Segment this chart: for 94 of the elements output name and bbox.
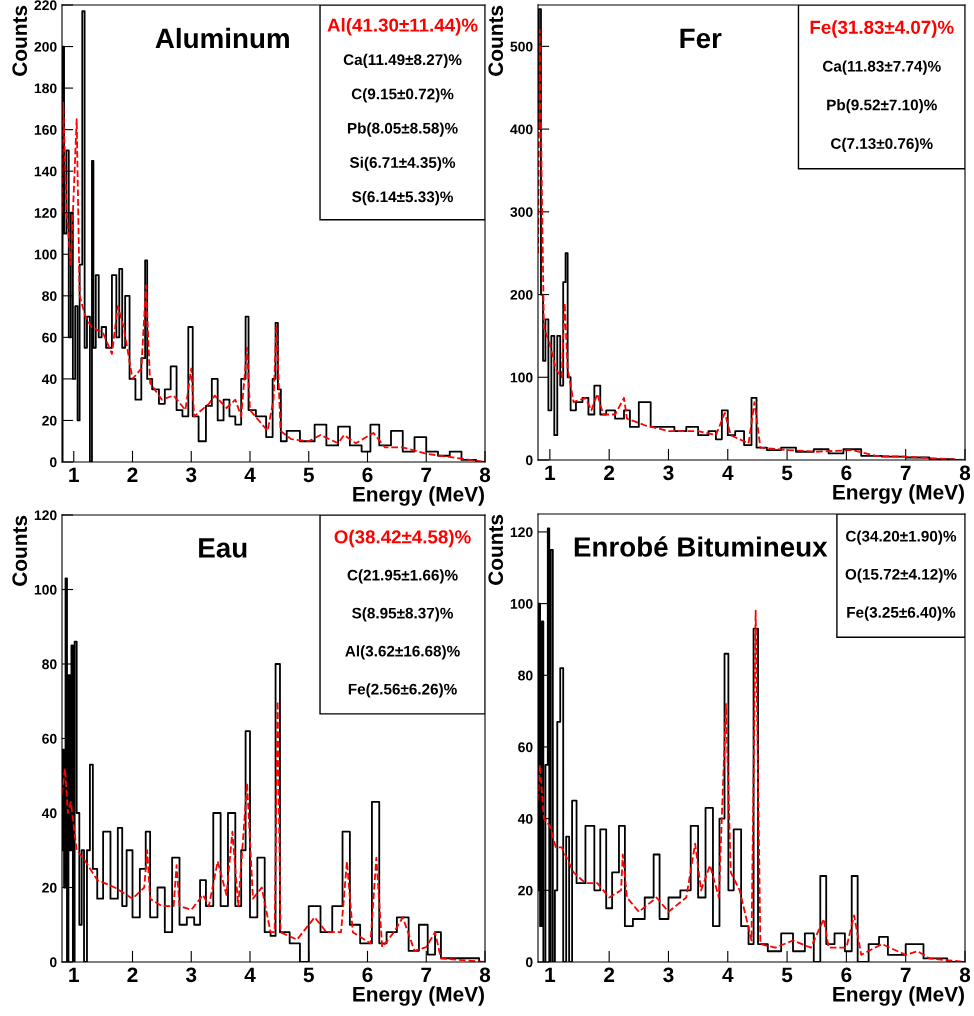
y-tick-label: 80 — [42, 659, 57, 670]
y-tick-label: 140 — [34, 166, 57, 177]
x-tick-label: 6 — [841, 465, 852, 481]
text: O(38.42±4.58)% — [334, 529, 471, 548]
x-tick-label: 5 — [781, 967, 793, 983]
y-tick-label: 300 — [510, 207, 533, 218]
x-tick-label: 6 — [841, 967, 852, 983]
x-axis-title: Energy (MeV) — [353, 486, 484, 506]
x-tick-label: 5 — [303, 467, 314, 483]
x-tick-label: 1 — [545, 967, 556, 982]
annotation: C(7.13±0.76)% — [831, 137, 933, 153]
x-tick-label: 6 — [362, 467, 373, 483]
y-tick-label: 120 — [34, 208, 57, 218]
x-tick-label: 7 — [421, 467, 432, 482]
x-tick-label: 8 — [479, 967, 491, 983]
x-tick-label: 7 — [421, 967, 432, 982]
x-tick-label: 3 — [185, 967, 197, 983]
y-tick-label: 60 — [42, 332, 57, 343]
x-tick-label: 5 — [781, 465, 793, 481]
y-tick-label: 20 — [518, 885, 533, 896]
annotation: Si(6.71±4.35)% — [349, 156, 456, 171]
y-tick-label: 60 — [42, 733, 57, 744]
y-tick-label: 60 — [518, 742, 533, 753]
annotation: Ca(11.83±7.74)% — [822, 60, 941, 75]
annotation: C(21.95±1.66)% — [347, 569, 458, 584]
text: Fer — [680, 28, 722, 49]
x-tick-label: 3 — [663, 967, 674, 983]
annotation: O(15.72±4.12)% — [845, 568, 957, 583]
x-tick-label: 2 — [127, 467, 138, 482]
y-tick-label: 20 — [42, 415, 57, 426]
x-tick-label: 1 — [69, 967, 79, 982]
text: Al(41.30±11.44)% — [327, 17, 478, 36]
x-tick-label: 4 — [244, 467, 256, 482]
text: Eau — [199, 538, 247, 558]
y-tick-label: 20 — [42, 882, 57, 893]
y-tick-label: 500 — [510, 41, 533, 52]
x-axis-title: Energy (MeV) — [353, 986, 484, 1006]
x-tick-label: 7 — [900, 967, 911, 982]
annotation: Pb(8.05±8.58)% — [347, 122, 458, 137]
y-tick-label: 100 — [34, 584, 57, 595]
y-tick-label: 0 — [49, 457, 57, 468]
y-tick-label: 220 — [34, 0, 57, 11]
y-tick-label: 0 — [525, 957, 533, 968]
x-tick-label: 4 — [722, 465, 734, 480]
x-tick-label: 5 — [303, 967, 314, 983]
annotation: Fe(2.56±6.26)% — [348, 683, 457, 698]
annotation: S(8.95±8.37)% — [352, 607, 454, 622]
y-axis-title: Counts — [488, 514, 504, 585]
x-tick-label: 1 — [69, 467, 79, 482]
annotation: Al(3.62±16.68)% — [345, 645, 460, 660]
y-axis-title: Counts — [12, 515, 28, 586]
x-tick-label: 4 — [722, 967, 734, 982]
y-axis-title: Counts — [488, 5, 504, 76]
x-tick-label: 3 — [663, 465, 674, 481]
x-tick-label: 2 — [604, 465, 615, 480]
y-tick-label: 160 — [34, 124, 57, 135]
y-tick-label: 100 — [510, 598, 533, 609]
text: Fe(31.83±4.07)% — [810, 20, 954, 38]
y-axis-title: Counts — [12, 5, 28, 76]
x-tick-label: 1 — [545, 465, 556, 480]
annotation: S(6.14±5.33)% — [352, 190, 454, 206]
y-tick-label: 80 — [518, 670, 533, 681]
y-tick-label: 80 — [42, 291, 57, 301]
x-axis-title: Energy (MeV) — [833, 986, 964, 1006]
y-tick-label: 200 — [510, 289, 533, 300]
x-tick-label: 6 — [362, 967, 373, 983]
y-tick-label: 120 — [34, 510, 57, 521]
y-tick-label: 100 — [510, 372, 533, 383]
x-tick-label: 8 — [959, 465, 971, 481]
text: Enrobé Bitumineux — [574, 536, 828, 557]
annotation: Pb(9.52±7.10)% — [827, 99, 937, 114]
x-tick-label: 3 — [185, 467, 197, 483]
annotation: C(9.15±0.72)% — [351, 88, 454, 103]
y-tick-label: 0 — [49, 957, 57, 968]
y-tick-label: 120 — [510, 527, 533, 538]
annotation: Fe(3.25±6.40)% — [847, 606, 956, 621]
y-tick-label: 0 — [525, 455, 533, 466]
text: Aluminum — [155, 27, 289, 49]
y-tick-label: 100 — [34, 249, 57, 260]
y-tick-label: 40 — [41, 374, 57, 385]
y-tick-label: 200 — [34, 41, 57, 52]
x-tick-label: 4 — [244, 967, 256, 982]
y-tick-label: 400 — [510, 124, 533, 135]
y-tick-label: 40 — [517, 813, 533, 824]
x-tick-label: 2 — [604, 967, 615, 982]
x-tick-label: 2 — [127, 967, 138, 982]
x-tick-label: 8 — [479, 467, 491, 483]
y-tick-label: 40 — [41, 808, 57, 819]
x-tick-label: 8 — [959, 967, 971, 983]
annotation: Ca(11.49±8.27)% — [343, 53, 462, 69]
annotation: C(34.20±1.90)% — [846, 530, 957, 545]
x-axis-title: Energy (MeV) — [833, 484, 964, 504]
x-tick-label: 7 — [900, 465, 911, 480]
y-tick-label: 180 — [34, 83, 57, 94]
